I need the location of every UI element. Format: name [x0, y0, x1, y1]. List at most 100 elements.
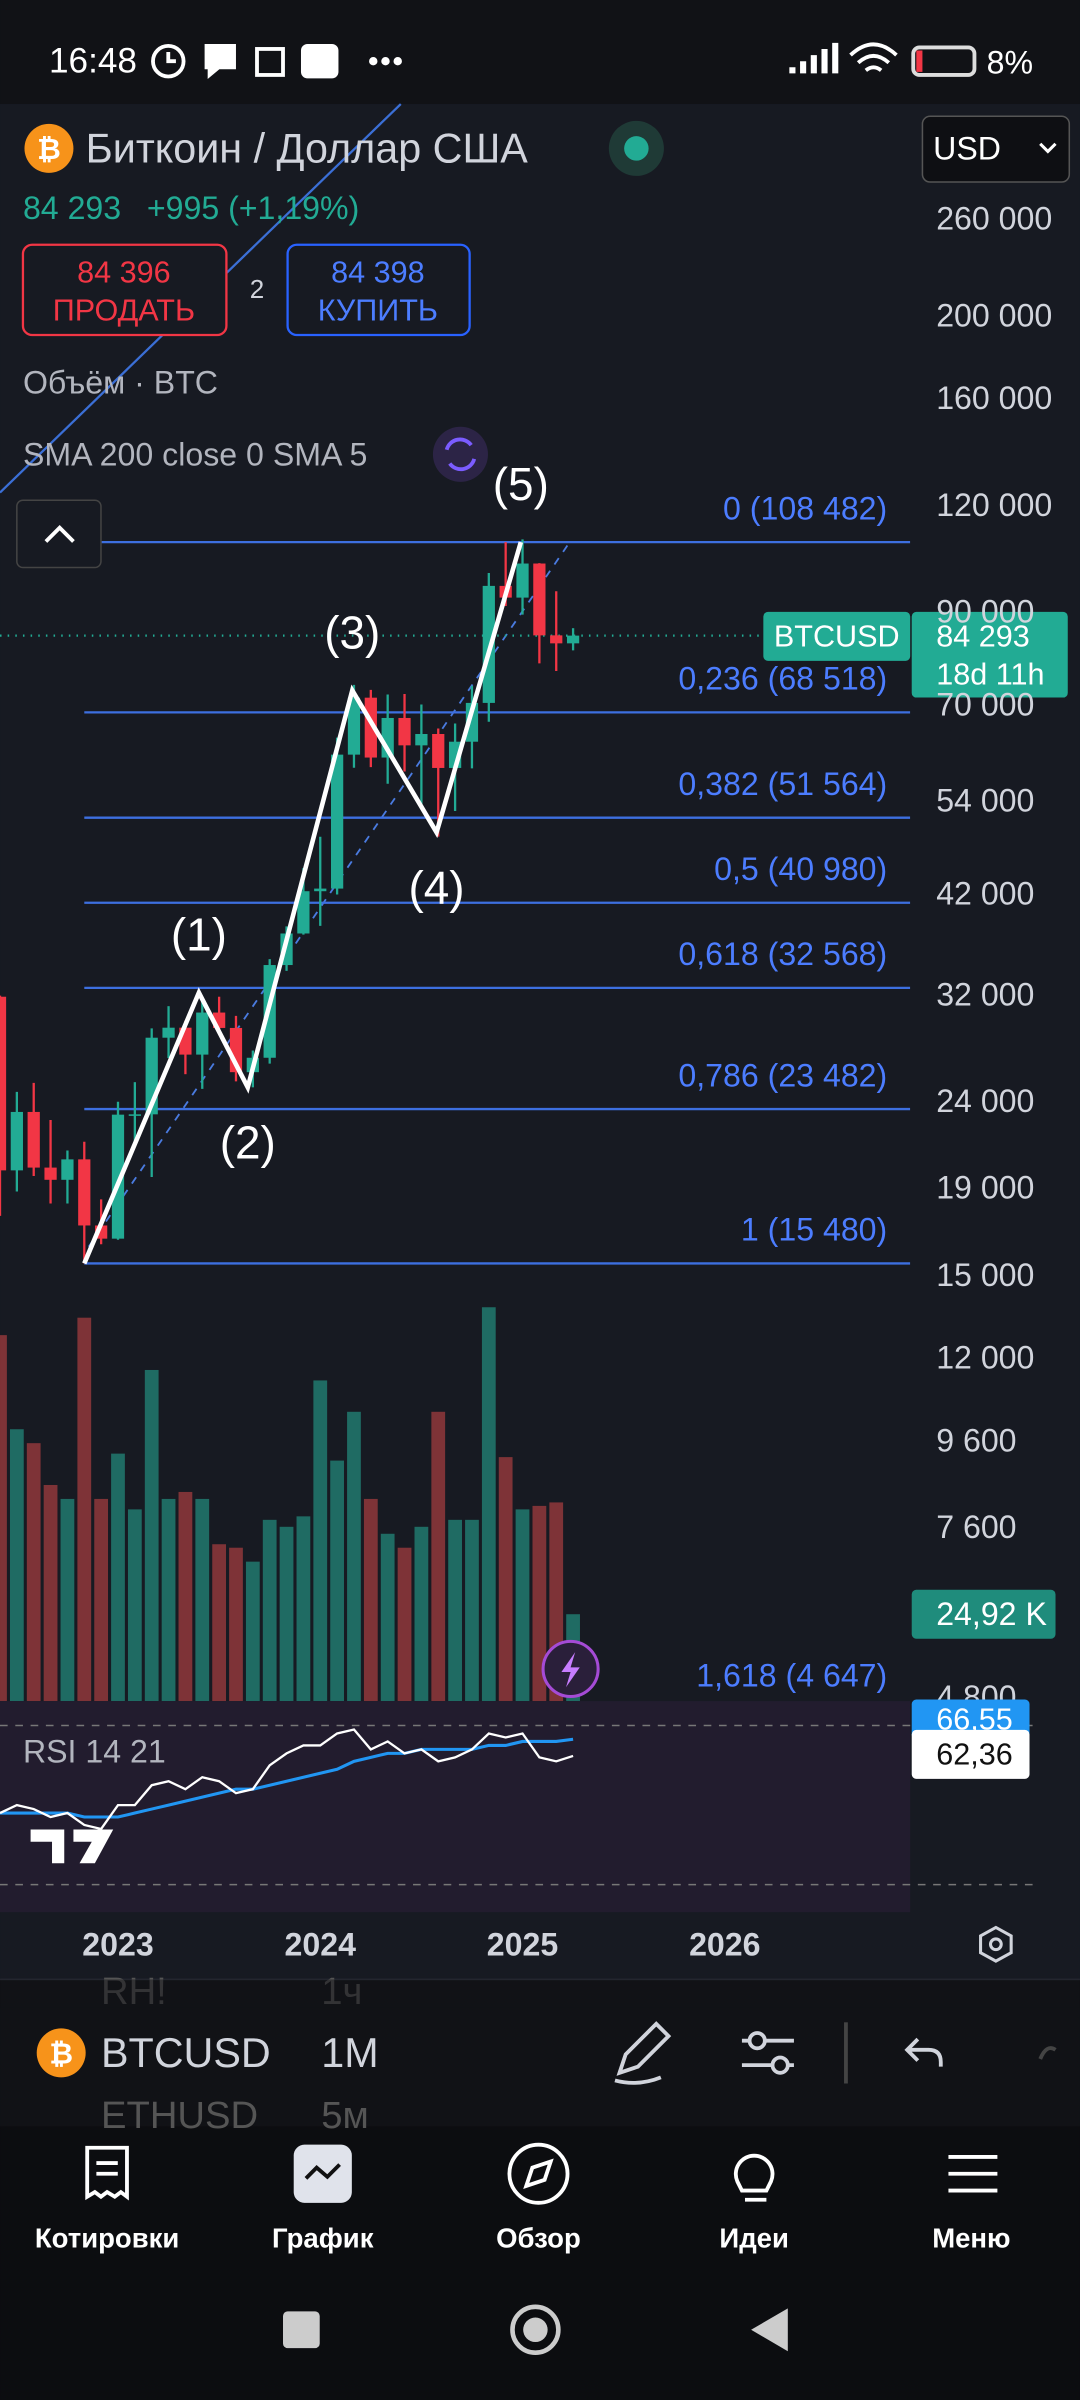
fib-label: 1,618 (4 647) [696, 1658, 887, 1694]
volume-bar [380, 1533, 395, 1702]
status-time: 16:48 [49, 42, 137, 81]
price-tag-countdown: 18d 11h [936, 658, 1044, 692]
buy-button[interactable] [286, 243, 471, 337]
volume-bar [279, 1526, 294, 1702]
candle-body [196, 1012, 209, 1055]
y-tick-label: 19 000 [936, 1170, 1034, 1206]
bitcoin-icon [24, 123, 74, 173]
currency-select[interactable] [921, 115, 1071, 183]
y-tick-label: 15 000 [936, 1257, 1034, 1293]
indicator-icon [444, 437, 477, 472]
volume-bar [43, 1484, 58, 1702]
dropdown-arrow [1039, 142, 1057, 154]
volume-bar [330, 1460, 344, 1702]
y-tick-label: 200 000 [936, 298, 1052, 334]
candle-body [398, 717, 411, 746]
fib-label: 0,5 (40 980) [714, 851, 887, 887]
collapse-button[interactable] [16, 499, 102, 569]
volume-bar [465, 1519, 479, 1702]
wave-label: (4) [409, 861, 465, 913]
settings-icon[interactable] [979, 1925, 1013, 1963]
candle-body [566, 635, 580, 644]
wave-label: (3) [324, 606, 380, 658]
draw-tool[interactable] [614, 2021, 672, 2085]
android-home-dot [523, 2317, 548, 2343]
rsi-ma-tag [911, 1699, 1030, 1740]
nav-icon[interactable] [85, 2145, 129, 2201]
nav-label[interactable]: Идеи [719, 2223, 788, 2254]
volume-bar [313, 1380, 328, 1702]
y-tick-label: 90 000 [936, 593, 1034, 629]
fib-label: 0,236 (68 518) [678, 661, 887, 697]
toolbar-bitcoin-icon [36, 2028, 86, 2078]
spread: 2 [250, 274, 264, 304]
wave-label: (2) [220, 1116, 276, 1168]
wave-line [82, 541, 524, 1265]
ghost-symbol: ETHUSD [101, 2094, 258, 2137]
android-recents[interactable] [283, 2311, 320, 2349]
volume-bar [397, 1547, 412, 1702]
volume-bar [414, 1526, 429, 1702]
nav-label[interactable]: Обзор [496, 2223, 581, 2254]
candle-body [111, 1114, 125, 1239]
nav-icon[interactable] [948, 2155, 998, 2193]
y-tick-label: 70 000 [936, 686, 1034, 722]
candle-body [432, 734, 445, 768]
candle-body [314, 888, 327, 892]
candle-body [465, 702, 479, 742]
nav-labels: Котировки График Обзор Идеи Меню [35, 2223, 1011, 2254]
bottom-nav [0, 2126, 1080, 2400]
volume-bar [481, 1307, 496, 1702]
toolbar-symbol[interactable]: BTCUSD [101, 2030, 271, 2076]
candle-body [44, 1167, 57, 1180]
wave-label: (1) [171, 909, 227, 961]
status-icons [151, 42, 977, 80]
volume-bar [515, 1509, 530, 1702]
toolbar-interval[interactable]: 1M [321, 2030, 378, 2076]
y-tick-label: 7 600 [936, 1509, 1016, 1545]
undo[interactable] [904, 2037, 943, 2067]
sma-indicator: SMA 200 close 0 SMA 5 [23, 436, 367, 472]
y-tick-label: 24 000 [936, 1083, 1034, 1119]
candle-body [516, 563, 529, 598]
android-back[interactable] [751, 2308, 788, 2352]
ghost-interval: 5м [321, 2094, 369, 2137]
status-battery: 8% [987, 45, 1033, 81]
sell-button[interactable] [21, 243, 228, 337]
nav-label[interactable]: График [272, 2223, 374, 2254]
nav-icon[interactable] [507, 2142, 570, 2205]
price-change: +995 (+1,19%) [147, 190, 359, 226]
candle-body [10, 1111, 23, 1171]
fib-label: 0,786 (23 482) [678, 1057, 887, 1093]
toolbar-icons [614, 2021, 1057, 2085]
fib-label: 1 (15 480) [741, 1212, 887, 1248]
nav-label[interactable]: Котировки [35, 2223, 180, 2254]
y-tick-label: 160 000 [936, 380, 1052, 416]
buy-price: 84 398 [331, 255, 425, 289]
candle-body [0, 996, 7, 1171]
rsi-tag-text: 62,36 [936, 1737, 1013, 1771]
nav-icons [85, 2142, 998, 2205]
volume-bar [212, 1544, 227, 1702]
volume-bar [0, 1335, 7, 1702]
candle-body [128, 1114, 141, 1116]
volume-bar [161, 1498, 176, 1702]
y-tick-label: 54 000 [936, 783, 1034, 819]
volume-bar [363, 1498, 378, 1702]
volume-bar [26, 1443, 41, 1702]
y-tick-label: 12 000 [936, 1340, 1034, 1376]
volume-bar [111, 1453, 125, 1702]
android-home[interactable] [510, 2304, 561, 2356]
sell-label: ПРОДАТЬ [53, 294, 195, 328]
nav-icon[interactable] [733, 2153, 775, 2202]
sell-price: 84 396 [77, 255, 171, 289]
y-tick-label: 260 000 [936, 200, 1052, 236]
market-status-dot [624, 136, 649, 161]
nav-label[interactable]: Меню [932, 2223, 1010, 2254]
tradingview-logo [30, 1829, 114, 1864]
volume-bar [347, 1411, 361, 1702]
candle-body [162, 1027, 175, 1038]
bitcoin-glyph: ₿ [37, 134, 61, 166]
indicator-toggle[interactable] [432, 426, 488, 482]
settings-icon-center [988, 1937, 1003, 1952]
